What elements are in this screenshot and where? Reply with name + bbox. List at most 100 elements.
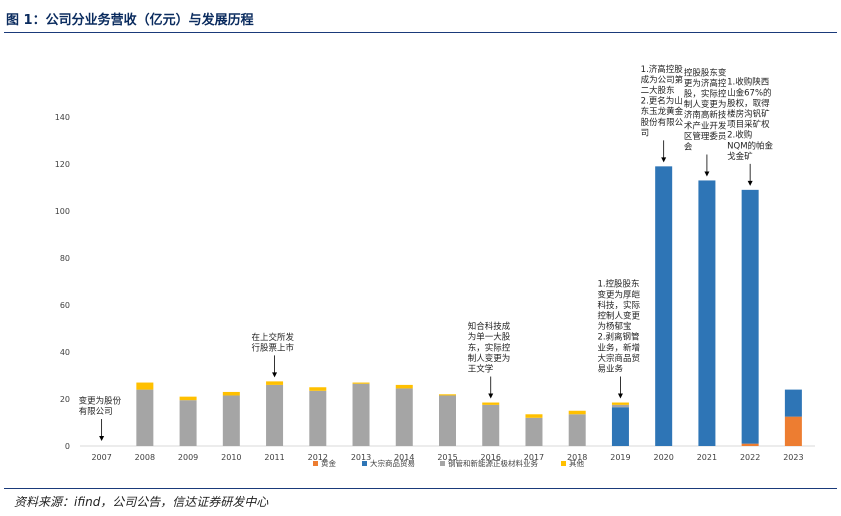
bar-segment-2009-2 — [179, 400, 197, 446]
bar-segment-2021-1 — [698, 180, 716, 446]
annotation-line: 东玉龙黄金 — [641, 106, 684, 117]
annotation-line: 1.控股股东 — [597, 279, 639, 290]
bar-segment-2018-2 — [568, 414, 586, 446]
bar-segment-2015-2 — [439, 395, 456, 446]
x-tick-label: 2016 — [481, 453, 501, 462]
x-tick-label: 2012 — [308, 453, 328, 462]
x-tick-label: 2017 — [524, 453, 544, 462]
annotation-line: NQM的帕金 — [727, 140, 773, 151]
x-tick-label: 2013 — [351, 453, 371, 462]
x-tick-label: 2022 — [740, 453, 760, 462]
bar-segment-2022-1 — [741, 189, 759, 444]
annotation-2020: 1.济高控股成为公司第二大股东 2.更名为山东玉龙黄金股份有限公司 — [641, 64, 684, 139]
annotation-line: 东，实际控 — [468, 342, 511, 353]
bar-segment-2014-3 — [395, 384, 413, 389]
x-tick-label: 2023 — [783, 453, 803, 462]
title-divider — [4, 32, 837, 33]
annotation-arrow-head — [488, 393, 494, 399]
x-tick-label: 2010 — [221, 453, 241, 462]
annotation-arrow-head — [99, 436, 105, 441]
x-tick-label: 2007 — [91, 453, 111, 462]
annotation-arrow-head — [661, 157, 667, 163]
annotation-line: 股权，取得 — [727, 98, 770, 109]
annotation-2016: 知合科技成为单一大股东，实际控制人变更为王文学 — [468, 321, 511, 374]
bar-segment-2017-2 — [525, 417, 543, 446]
annotation-line: 股份有限公 — [641, 117, 684, 128]
annotation-arrow-head — [272, 372, 278, 378]
y-tick-label: 120 — [55, 160, 70, 169]
annotation-arrow-head — [617, 393, 623, 399]
annotation-line: 科技，实际 — [597, 300, 640, 311]
annotation-line: 2.更名为山 — [641, 96, 683, 107]
bar-segment-2019-3 — [611, 402, 629, 405]
annotation-line: 控制人变更 — [597, 311, 640, 322]
annotation-arrow-head — [704, 171, 710, 177]
annotation-line: 有限公司 — [79, 406, 113, 417]
bar-segment-2012-2 — [309, 390, 327, 446]
legend-label: 大宗商品贸易 — [370, 458, 415, 468]
axes: 0 20 40 60 80 100 120 140 2007 2008 2009 2010 2011 20… — [55, 113, 815, 462]
x-tick-label: 2018 — [567, 453, 587, 462]
bar-segment-2020-1 — [655, 166, 673, 446]
bar-segment-2016-3 — [482, 402, 500, 405]
legend-label: 钢管和新能源正极材料业务 — [448, 458, 538, 468]
annotation-line: 变更为厚皑 — [597, 289, 640, 300]
x-tick-label: 2011 — [264, 453, 284, 462]
annotation-line: 控股股东变 — [684, 67, 727, 78]
bar-segment-2013-3 — [352, 382, 370, 384]
annotation-line: 济南高新技 — [684, 110, 727, 121]
bar-segment-2019-2 — [611, 404, 629, 408]
y-tick-label: 80 — [60, 254, 70, 263]
bar-segment-2023-1 — [784, 389, 802, 417]
legend: 黄金 大宗商品贸易 钢管和新能源正极材料业务 其他 — [313, 458, 584, 468]
annotation-line: 知合科技成 — [468, 321, 511, 332]
x-tick-label: 2009 — [178, 453, 198, 462]
annotation-line: 为单一大股 — [468, 332, 511, 343]
bar-segment-2008-2 — [136, 389, 154, 446]
annotation-line: 项目采矿权 — [727, 119, 770, 130]
annotation-line: 行股票上市 — [252, 342, 295, 353]
bar-segment-2010-3 — [222, 391, 240, 396]
y-tick-label: 20 — [60, 395, 70, 404]
annotation-line: 术产业开发 — [684, 120, 727, 131]
annotation-line: 司 — [641, 128, 650, 138]
bar-segment-2011-3 — [266, 381, 284, 385]
bar-segment-2008-3 — [136, 382, 154, 390]
annotation-line: 二大股东 — [641, 85, 675, 96]
annotation-line: 王文学 — [468, 364, 494, 375]
y-tick-label: 100 — [55, 207, 70, 216]
annotation-line: 更为济高控 — [684, 78, 727, 89]
annotation-line: 成为公司第 — [641, 74, 684, 85]
bar-segment-2023-0 — [784, 416, 802, 446]
annotation-line: 区管理委员 — [684, 131, 727, 142]
x-tick-label: 2019 — [610, 453, 630, 462]
annotation-2021: 控股股东变更为济高控股，实际控制人变更为济南高新技术产业开发区管理委员会 — [684, 67, 727, 152]
legend-swatch — [440, 461, 445, 466]
legend-label: 其他 — [569, 458, 584, 468]
annotation-2022: 1.收购陕西山金67%的股权，取得楼房沟钒矿项目采矿权 2.收购 NQM的帕金戈金矿 — [727, 77, 773, 162]
annotation-line: 股，实际控 — [684, 88, 727, 99]
annotation-line: 山金67%的 — [727, 87, 771, 98]
annotation-line: 戈金矿 — [727, 151, 753, 162]
x-tick-label: 2014 — [394, 453, 414, 462]
annotation-line: 易业务 — [597, 364, 623, 375]
bar-segment-2011-2 — [266, 384, 284, 446]
annotation-line: 制人变更为 — [468, 353, 511, 364]
y-tick-label: 0 — [65, 442, 70, 451]
bar-segment-2014-2 — [395, 388, 413, 446]
legend-label: 黄金 — [321, 458, 336, 468]
annotation-line: 业务，新增 — [597, 342, 640, 353]
bar-segment-2018-3 — [568, 410, 586, 415]
annotation-2007: 变更为股份有限公司 — [79, 395, 122, 417]
annotation-line: 大宗商品贸 — [597, 353, 640, 364]
bar-segment-2013-2 — [352, 383, 370, 446]
annotation-arrow-head — [747, 180, 753, 186]
annotation-2019: 1.控股股东变更为厚皑科技，实际控制人变更为杨郁宝 2.剥离钢管业务，新增大宗商品… — [597, 279, 640, 375]
source-note: 资料来源：ifind，公司公告，信达证券研发中心 — [14, 495, 269, 509]
annotation-line: 在上交所发 — [252, 332, 295, 343]
bar-segment-2019-1 — [611, 407, 629, 446]
annotation-2011: 在上交所发行股票上市 — [252, 332, 295, 354]
annotation-line: 制人变更为 — [684, 99, 727, 110]
bar-segment-2015-3 — [439, 394, 456, 396]
